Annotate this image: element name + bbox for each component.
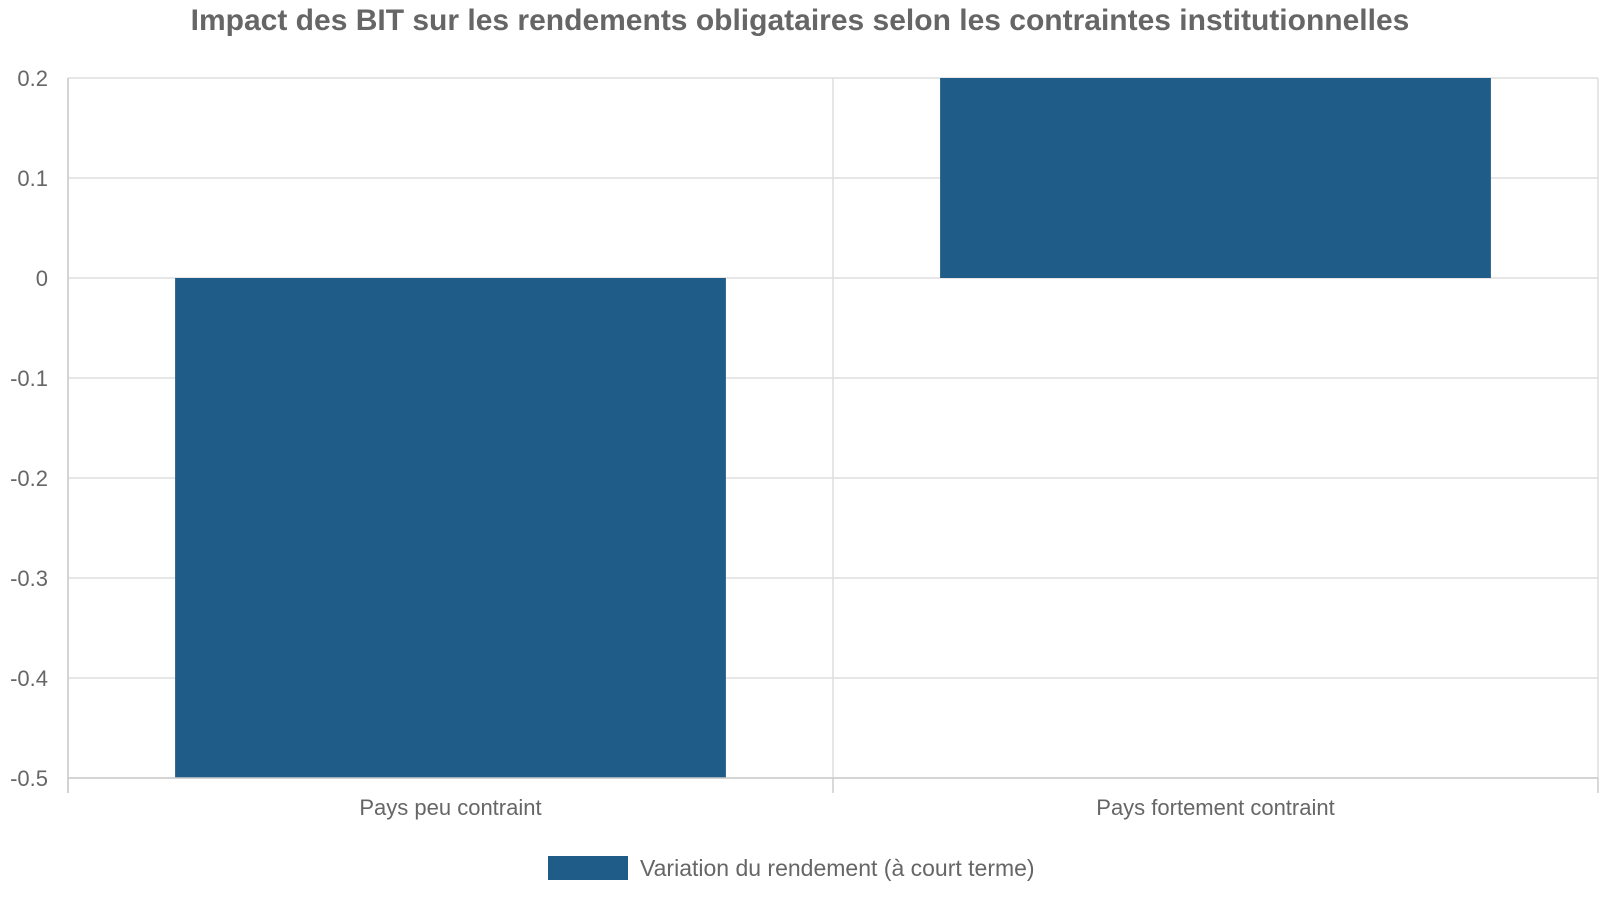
y-tick-label: -0.3 xyxy=(10,566,48,591)
legend-swatch xyxy=(548,856,628,880)
legend-label: Variation du rendement (à court terme) xyxy=(640,855,1035,881)
axes xyxy=(67,78,1599,793)
x-tick-labels: Pays peu contraint Pays fortement contrai… xyxy=(359,795,1334,820)
x-tick-label: Pays peu contraint xyxy=(359,795,541,820)
y-tick-label: -0.1 xyxy=(10,366,48,391)
bar xyxy=(175,278,726,778)
chart-title: Impact des BIT sur les rendements obliga… xyxy=(191,4,1410,37)
legend: Variation du rendement (à court terme) xyxy=(548,855,1035,881)
bar xyxy=(940,78,1491,278)
x-tick-label: Pays fortement contraint xyxy=(1096,795,1334,820)
bars xyxy=(175,78,1491,778)
y-tick-label: 0.2 xyxy=(17,66,48,91)
y-tick-label: -0.4 xyxy=(10,666,48,691)
y-tick-label: 0 xyxy=(36,266,48,291)
y-tick-label: -0.5 xyxy=(10,766,48,791)
y-tick-label: 0.1 xyxy=(17,166,48,191)
y-tick-label: -0.2 xyxy=(10,466,48,491)
y-tick-labels: 0.2 0.1 0 -0.1 -0.2 -0.3 -0.4 -0.5 xyxy=(10,66,48,791)
